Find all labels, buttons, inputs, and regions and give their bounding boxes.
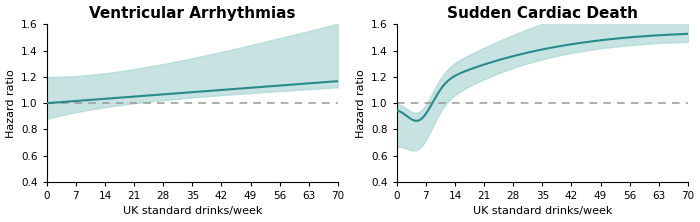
Title: Ventricular Arrhythmias: Ventricular Arrhythmias [89,6,295,21]
Y-axis label: Hazard ratio: Hazard ratio [356,69,365,138]
Title: Sudden Cardiac Death: Sudden Cardiac Death [447,6,638,21]
Y-axis label: Hazard ratio: Hazard ratio [6,69,15,138]
X-axis label: UK standard drinks/week: UK standard drinks/week [122,206,262,216]
X-axis label: UK standard drinks/week: UK standard drinks/week [473,206,612,216]
